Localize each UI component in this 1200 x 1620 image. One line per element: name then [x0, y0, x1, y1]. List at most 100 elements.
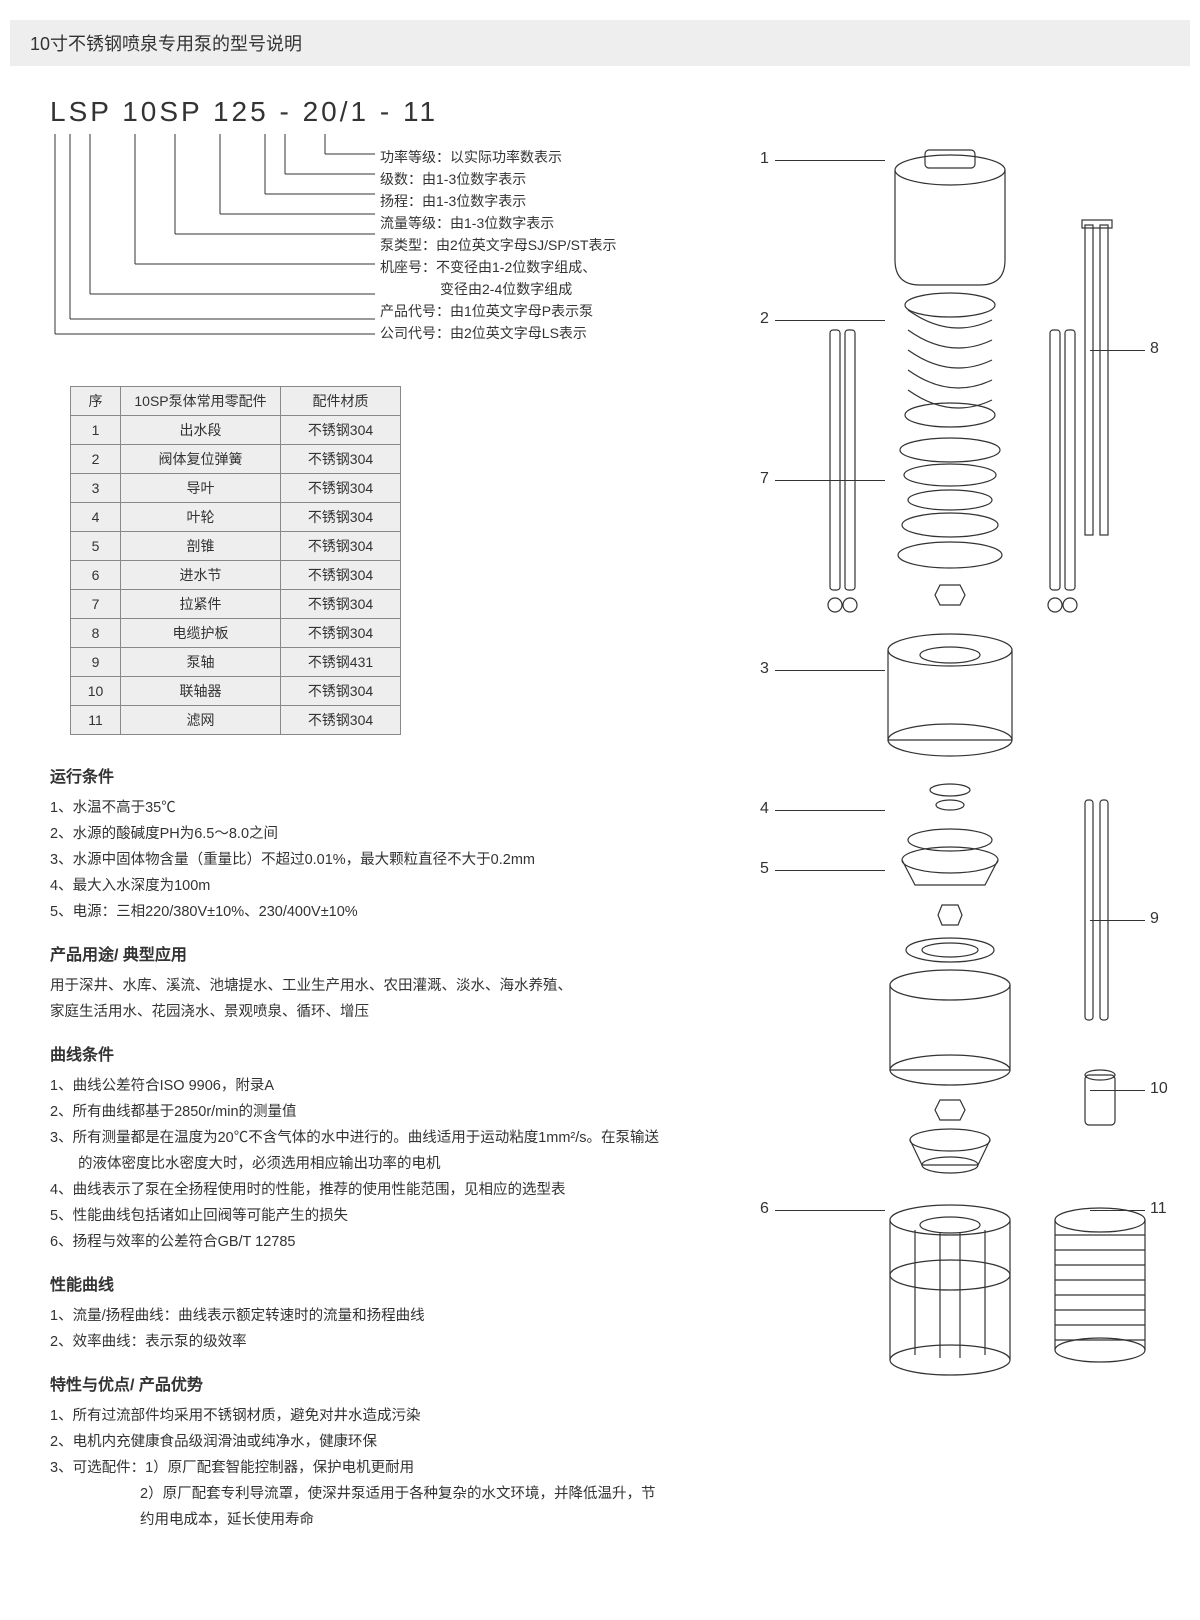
table-cell: 滤网: [121, 706, 281, 735]
curve-line: 1、曲线公差符合ISO 9906，附录A: [50, 1073, 670, 1099]
table-cell: 2: [71, 445, 121, 474]
section-curve-title: 曲线条件: [50, 1043, 670, 1069]
curve-line: 4、曲线表示了泵在全扬程使用时的性能，推荐的使用性能范围，见相应的选型表: [50, 1177, 670, 1203]
table-cell: 不锈钢431: [281, 648, 401, 677]
table-row: 8电缆护板不锈钢304: [71, 619, 401, 648]
section-use-title: 产品用途/ 典型应用: [50, 943, 670, 969]
model-code-text: LSP 10SP 125 - 20/1 - 11: [50, 96, 1200, 128]
table-cell: 10: [71, 677, 121, 706]
table-row: 4叶轮不锈钢304: [71, 503, 401, 532]
table-row: 1出水段不锈钢304: [71, 416, 401, 445]
desc-line: 产品代号：由1位英文字母P表示泵: [380, 300, 616, 322]
callout-line: [775, 320, 885, 321]
callout-label: 7: [760, 470, 769, 488]
page-title-bar: 10寸不锈钢喷泉专用泵的型号说明: [10, 20, 1190, 66]
table-cell: 6: [71, 561, 121, 590]
table-cell: 剖锥: [121, 532, 281, 561]
table-row: 7拉紧件不锈钢304: [71, 590, 401, 619]
table-cell: 导叶: [121, 474, 281, 503]
curve-line: 6、扬程与效率的公差符合GB/T 12785: [50, 1229, 670, 1255]
desc-line: 变径由2-4位数字组成: [380, 278, 616, 300]
table-cell: 电缆护板: [121, 619, 281, 648]
curve-line: 2、所有曲线都基于2850r/min的测量值: [50, 1099, 670, 1125]
table-row: 6进水节不锈钢304: [71, 561, 401, 590]
parts-table: 序 10SP泵体常用零配件 配件材质 1出水段不锈钢3042阀体复位弹簧不锈钢3…: [70, 386, 401, 735]
desc-line: 公司代号：由2位英文字母LS表示: [380, 322, 616, 344]
run-line: 4、最大入水深度为100m: [50, 873, 670, 899]
callout-line: [775, 160, 885, 161]
run-line: 1、水温不高于35℃: [50, 795, 670, 821]
desc-line: 泵类型：由2位英文字母SJ/SP/ST表示: [380, 234, 616, 256]
model-desc-lines: 功率等级：以实际功率数表示 级数：由1-3位数字表示 扬程：由1-3位数字表示 …: [380, 146, 616, 344]
content-sections: 运行条件 1、水温不高于35℃ 2、水源的酸碱度PH为6.5～8.0之间 3、水…: [50, 765, 670, 1533]
model-bracket-diagram: [50, 134, 380, 364]
table-cell: 不锈钢304: [281, 503, 401, 532]
table-row: 2阀体复位弹簧不锈钢304: [71, 445, 401, 474]
table-cell: 联轴器: [121, 677, 281, 706]
table-cell: 泵轴: [121, 648, 281, 677]
table-row: 5剖锥不锈钢304: [71, 532, 401, 561]
callout-line: [1090, 350, 1145, 351]
callout-label: 11: [1150, 1200, 1167, 1218]
table-cell: 叶轮: [121, 503, 281, 532]
feat-line: 3、可选配件：1）原厂配套智能控制器，保护电机更耐用: [50, 1455, 670, 1481]
table-cell: 9: [71, 648, 121, 677]
table-cell: 4: [71, 503, 121, 532]
callout-line: [775, 870, 885, 871]
callout-line: [775, 480, 885, 481]
callout-label: 8: [1150, 340, 1159, 358]
table-cell: 不锈钢304: [281, 619, 401, 648]
curve-line: 3、所有测量都是在温度为20℃不含气体的水中进行的。曲线适用于运动粘度1mm²/…: [50, 1125, 670, 1151]
th-seq: 序: [71, 387, 121, 416]
table-cell: 出水段: [121, 416, 281, 445]
callout-label: 9: [1150, 910, 1159, 928]
table-cell: 阀体复位弹簧: [121, 445, 281, 474]
callout-label: 3: [760, 660, 769, 678]
table-row: 3导叶不锈钢304: [71, 474, 401, 503]
table-cell: 不锈钢304: [281, 590, 401, 619]
desc-line: 扬程：由1-3位数字表示: [380, 190, 616, 212]
perf-line: 2、效率曲线：表示泵的级效率: [50, 1329, 670, 1355]
table-cell: 1: [71, 416, 121, 445]
use-line: 用于深井、水库、溪流、池塘提水、工业生产用水、农田灌溉、淡水、海水养殖、: [50, 973, 670, 999]
callout-line: [1090, 1090, 1145, 1091]
desc-line: 流量等级：由1-3位数字表示: [380, 212, 616, 234]
section-feat-title: 特性与优点/ 产品优势: [50, 1373, 670, 1399]
callout-label: 4: [760, 800, 769, 818]
table-cell: 7: [71, 590, 121, 619]
table-row: 11滤网不锈钢304: [71, 706, 401, 735]
exploded-diagram: 1273456891011: [750, 140, 1180, 1490]
callout-line: [1090, 920, 1145, 921]
table-cell: 进水节: [121, 561, 281, 590]
table-row: 9泵轴不锈钢431: [71, 648, 401, 677]
th-material: 配件材质: [281, 387, 401, 416]
run-line: 5、电源：三相220/380V±10%、230/400V±10%: [50, 899, 670, 925]
desc-line: 级数：由1-3位数字表示: [380, 168, 616, 190]
desc-line: 机座号：不变径由1-2位数字组成、: [380, 256, 616, 278]
table-cell: 不锈钢304: [281, 474, 401, 503]
run-line: 3、水源中固体物含量（重量比）不超过0.01%，最大颗粒直径不大于0.2mm: [50, 847, 670, 873]
callout-label: 10: [1150, 1080, 1168, 1098]
section-perf-title: 性能曲线: [50, 1273, 670, 1299]
use-line: 家庭生活用水、花园浇水、景观喷泉、循环、增压: [50, 999, 670, 1025]
table-cell: 8: [71, 619, 121, 648]
callout-label: 2: [760, 310, 769, 328]
table-cell: 5: [71, 532, 121, 561]
th-part: 10SP泵体常用零配件: [121, 387, 281, 416]
table-row: 10联轴器不锈钢304: [71, 677, 401, 706]
table-cell: 11: [71, 706, 121, 735]
callout-line: [775, 810, 885, 811]
desc-line: 功率等级：以实际功率数表示: [380, 146, 616, 168]
callout-line: [775, 670, 885, 671]
table-cell: 不锈钢304: [281, 416, 401, 445]
feat-line: 1、所有过流部件均采用不锈钢材质，避免对井水造成污染: [50, 1403, 670, 1429]
feat-line: 2）原厂配套专利导流罩，使深井泵适用于各种复杂的水文环境，并降低温升，节约用电成…: [50, 1481, 670, 1533]
table-cell: 不锈钢304: [281, 706, 401, 735]
section-run-title: 运行条件: [50, 765, 670, 791]
table-cell: 不锈钢304: [281, 445, 401, 474]
table-cell: 不锈钢304: [281, 561, 401, 590]
curve-line: 5、性能曲线包括诸如止回阀等可能产生的损失: [50, 1203, 670, 1229]
callout-label: 1: [760, 150, 769, 168]
table-cell: 拉紧件: [121, 590, 281, 619]
callout-label: 6: [760, 1200, 769, 1218]
